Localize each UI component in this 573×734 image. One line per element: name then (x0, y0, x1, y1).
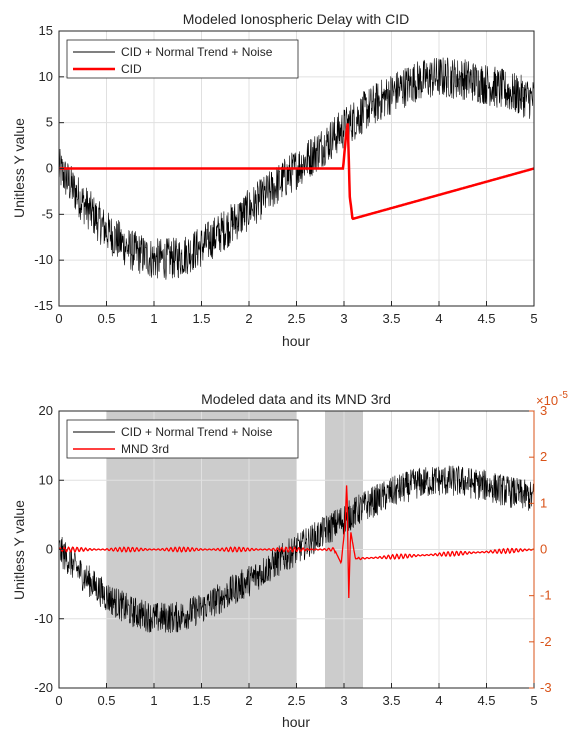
series-group-1 (58, 57, 535, 280)
x-tick-label: 5 (530, 311, 537, 326)
series-noisy-trend (58, 57, 535, 280)
y-tick-label: 0 (46, 161, 53, 176)
legend-label-mnd: MND 3rd (121, 442, 169, 456)
y-tick-label: -15 (34, 298, 53, 313)
right-axis-exponent: ×10 -5 (536, 390, 568, 408)
x-tick-label: 5 (530, 693, 537, 708)
y-tick-label: -5 (41, 206, 53, 221)
x-tick-label: 4.5 (477, 693, 495, 708)
right-axis-exponent-base: ×10 (536, 393, 558, 408)
x-tick-label: 1.5 (192, 311, 210, 326)
x-tick-label: 3 (340, 693, 347, 708)
x-tick-label: 3 (340, 311, 347, 326)
x-tick-label: 0 (55, 311, 62, 326)
x-axis-label-2: hour (282, 714, 310, 730)
right-axis-exponent-power: -5 (559, 390, 568, 401)
legend-box-1 (66, 39, 299, 79)
x-tick-label: 3.5 (382, 311, 400, 326)
y-tick-label: -10 (34, 252, 53, 267)
legend-1: CID + Normal Trend + Noise CID (66, 39, 299, 79)
x-tick-label: 0 (55, 693, 62, 708)
y-ticks-1: -15 -10 -5 0 5 10 15 (34, 23, 64, 313)
y-tick-label: 10 (39, 69, 53, 84)
legend-label-cid: CID (121, 62, 142, 76)
legend-2: CID + Normal Trend + Noise MND 3rd (66, 419, 299, 459)
x-ticks-2: 0 0.5 1 1.5 2 2.5 3 3.5 4 4.5 5 (55, 683, 538, 708)
y-tick-label: -20 (34, 680, 53, 695)
series-noisy-trend (58, 465, 535, 634)
series-group-2 (58, 465, 535, 634)
chart-1: 0 0.5 1 1.5 2 2.5 3 3.5 4 4.5 5 -15 -10 -5 0 5 10 15 Mod… (11, 11, 538, 349)
y-tick-label: 15 (39, 23, 53, 38)
right-y-tick-label: 0 (540, 542, 547, 557)
x-tick-label: 1 (150, 693, 157, 708)
y-tick-label: 0 (46, 542, 53, 557)
right-y-tick-label: 1 (540, 495, 547, 510)
y-tick-label: 10 (39, 472, 53, 487)
y-axis-label-1: Unitless Y value (11, 118, 27, 218)
right-y-tick-label: -1 (540, 588, 552, 603)
y-ticks-2: -20 -10 0 10 20 (34, 403, 64, 695)
x-tick-label: 0.5 (97, 693, 115, 708)
x-tick-label: 1.5 (192, 693, 210, 708)
right-y-tick-label: -3 (540, 680, 552, 695)
legend-label-noise-2: CID + Normal Trend + Noise (121, 425, 273, 439)
x-tick-label: 1 (150, 311, 157, 326)
y-tick-label: 5 (46, 115, 53, 130)
chart-title-2: Modeled data and its MND 3rd (201, 391, 391, 407)
right-y-tick-label: 3 (540, 403, 547, 418)
x-tick-label: 3.5 (382, 693, 400, 708)
x-tick-label: 2 (245, 693, 252, 708)
chart-title-1: Modeled Ionospheric Delay with CID (183, 11, 409, 27)
y-tick-label: -10 (34, 611, 53, 626)
y-tick-label: 20 (39, 403, 53, 418)
x-ticks-1: 0 0.5 1 1.5 2 2.5 3 3.5 4 4.5 5 (55, 301, 538, 326)
x-tick-label: 4.5 (477, 311, 495, 326)
x-tick-label: 2.5 (287, 693, 305, 708)
series-mnd-3rd (58, 485, 535, 599)
x-tick-label: 0.5 (97, 311, 115, 326)
x-axis-label-1: hour (282, 333, 310, 349)
x-tick-label: 4 (435, 693, 442, 708)
legend-box-2 (66, 419, 299, 459)
x-tick-label: 2.5 (287, 311, 305, 326)
x-tick-label: 2 (245, 311, 252, 326)
right-y-tick-label: 2 (540, 449, 547, 464)
x-tick-label: 4 (435, 311, 442, 326)
y-axis-label-2: Unitless Y value (11, 500, 27, 600)
right-y-tick-label: -2 (540, 634, 552, 649)
right-y-ticks: -3 -2 -1 0 1 2 3 (529, 403, 552, 695)
legend-label-noise-1: CID + Normal Trend + Noise (121, 45, 273, 59)
series-cid (59, 123, 535, 221)
